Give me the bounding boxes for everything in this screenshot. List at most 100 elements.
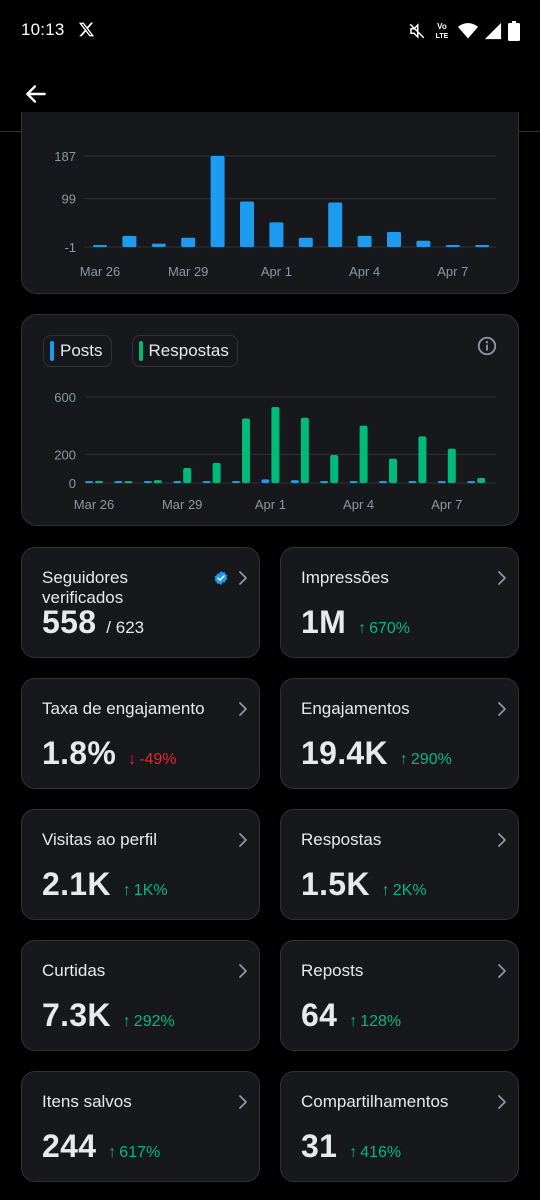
metric-change-value: 128% [360,1013,402,1030]
metric-card[interactable]: Engajamentos 19.4K ↑ 290% [280,678,519,789]
metric-label: Impressões [301,568,389,587]
bar [93,245,107,247]
bar [151,243,166,247]
x-tick-label: Mar 29 [162,497,202,512]
metric-label: Taxa de engajamento [42,699,205,718]
arrow-up-icon: ↑ [349,1144,358,1161]
bar-respostas [330,455,339,483]
bar-respostas [153,480,162,483]
y-tick-label: 600 [54,390,76,405]
bar-posts [173,481,182,483]
y-tick-label: 187 [54,149,76,164]
bar [387,231,401,247]
bar [240,201,254,247]
bar-respostas [212,462,221,483]
legend-respostas[interactable]: Respostas [131,335,238,367]
metric-change: ↓ -49% [128,751,176,769]
volte-icon: Vo LTE [436,22,449,40]
bar-respostas [477,477,486,483]
bar-posts [143,481,152,483]
chevron-right-icon [498,571,506,585]
info-icon[interactable] [476,335,498,357]
metric-change-value: 1K% [133,882,168,899]
posts-replies-chart-card: Posts Respostas 600 200 0 Mar 26 Mar 29 Apr 1… [21,314,519,526]
bar-respostas [300,417,309,483]
metric-change-value: 292% [133,1013,175,1030]
x-tick-label: Mar 26 [74,497,114,512]
x-tick-label: Apr 7 [431,497,462,512]
metric-card[interactable]: Compartilhamentos 31 ↑ 416% [280,1071,519,1182]
bar [298,237,313,247]
bar-posts [379,481,387,483]
metric-change-value: 416% [360,1144,402,1161]
status-bar: 10:13 Vo LTE [0,0,540,62]
metric-value: 31 [301,1128,338,1164]
metric-card[interactable]: Respostas 1.5K ↑ 2K% [280,809,519,920]
chevron-right-icon [498,964,506,978]
legend-respostas-label: Respostas [148,341,229,360]
metric-total: / 623 [106,618,145,637]
bar-posts [202,481,211,483]
metric-change: ↑ 292% [123,1013,175,1031]
metric-value: 1M [301,604,347,640]
x-tick-label: Apr 4 [349,264,380,279]
bar [475,245,490,247]
metric-card[interactable]: Impressões 1M ↑ 670% [280,547,519,658]
metric-card[interactable]: Itens salvos 244 ↑ 617% [21,1071,260,1182]
bar [445,245,460,247]
bar-respostas [242,418,250,483]
bar-respostas [418,436,427,483]
metric-change-value: 290% [410,751,452,768]
metric-card[interactable]: Reposts 64 ↑ 128% [280,940,519,1051]
bar-posts [114,481,123,483]
metric-change: ↑ 617% [108,1144,160,1162]
metric-value-row: 244 ↑ 617% [42,1128,160,1165]
chevron-right-icon [498,702,506,716]
views-chart-card: 187 99 -1 Mar 26 Mar 29 Apr 1 Apr 4 Apr 7 [21,112,519,294]
chevron-right-icon [239,702,247,716]
arrow-up-icon: ↑ [349,1013,358,1030]
bar [210,156,225,247]
bar [357,235,372,247]
metric-value: 1.8% [42,735,117,771]
bar [328,202,343,247]
metric-change: ↑ 2K% [382,882,427,900]
volte-line1: Vo [437,22,447,31]
bar-respostas [389,458,397,483]
metric-value-row: 31 ↑ 416% [301,1128,401,1165]
bar [181,237,196,247]
metric-label: Respostas [301,830,382,849]
chevron-right-icon [239,833,247,847]
metric-label: Compartilhamentos [301,1092,449,1111]
metric-card[interactable]: Visitas ao perfil 2.1K ↑ 1K% [21,809,260,920]
metric-change: ↑ 1K% [123,882,168,900]
metric-card[interactable]: Curtidas 7.3K ↑ 292% [21,940,260,1051]
metric-value-row: 1.5K ↑ 2K% [301,866,427,903]
metric-value: 1.5K [301,866,370,902]
metric-card[interactable]: Seguidores verificados 558 / 623 [21,547,260,658]
metric-label: Reposts [301,961,364,980]
chevron-right-icon [498,833,506,847]
bar-posts [320,481,329,483]
back-button[interactable] [18,76,54,112]
metric-value: 64 [301,997,338,1033]
legend-posts[interactable]: Posts [43,335,112,367]
bar-posts [232,481,240,483]
bar-respostas [124,481,133,483]
metric-change: ↑ 128% [349,1013,401,1031]
bar-posts [437,481,446,483]
bar-respostas [271,407,280,483]
battery-icon [508,21,520,41]
bar-posts [261,479,270,483]
metric-value-row: 558 / 623 [42,604,144,641]
bar [122,235,137,247]
arrow-up-icon: ↑ [399,751,408,768]
metric-card[interactable]: Taxa de engajamento 1.8% ↓ -49% [21,678,260,789]
chart-legend: Posts Respostas [43,335,238,367]
signal-icon [484,22,502,40]
metric-value: 19.4K [301,735,388,771]
metric-value-row: 19.4K ↑ 290% [301,735,452,772]
legend-posts-swatch [50,341,54,361]
metric-change: ↑ 416% [349,1144,401,1162]
metric-label: Seguidores verificados [42,568,129,607]
